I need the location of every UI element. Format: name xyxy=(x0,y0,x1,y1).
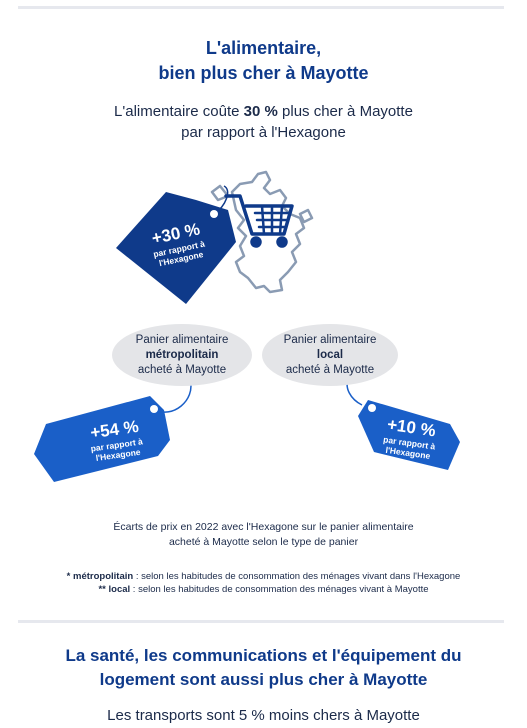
footnote-2-bold: ** local xyxy=(98,584,131,595)
bubble-metropolitan: Panier alimentaire métropolitain acheté … xyxy=(112,324,252,386)
tag-overall-shape xyxy=(116,192,236,304)
section-title: L'alimentaire, bien plus cher à Mayotte xyxy=(0,36,527,86)
footnote-1-bold: * métropolitain xyxy=(66,571,134,582)
tag-metro-shape xyxy=(34,396,170,482)
section2-title: La santé, les communications et l'équipe… xyxy=(0,644,527,692)
footnote-2-text: : selon les habitudes de consommation de… xyxy=(130,584,429,595)
intro-text: L'alimentaire coûte 30 % plus cher à May… xyxy=(0,101,527,143)
bubble-metro-bold: métropolitain xyxy=(145,348,219,361)
footnote-2: ** local : selon les habitudes de consom… xyxy=(98,584,428,595)
intro-highlight: 30 % xyxy=(243,103,278,120)
shopping-cart-icon xyxy=(224,194,294,248)
tag-overall-hole xyxy=(210,210,218,218)
section-title-line1: L'alimentaire, xyxy=(205,38,322,58)
section2-subtitle: Les transports sont 5 % moins chers à Ma… xyxy=(107,707,420,724)
mayotte-map-icon xyxy=(210,170,314,294)
top-divider xyxy=(18,6,504,9)
footnote-1-text: : selon les habitudes de consommation de… xyxy=(133,571,461,582)
bubble-local: Panier alimentaire local acheté à Mayott… xyxy=(262,324,398,386)
tag-metro-hole xyxy=(150,405,158,413)
intro-after: plus cher à Mayotte xyxy=(277,103,413,120)
footnote-1: * métropolitain : selon les habitudes de… xyxy=(67,571,461,582)
bubble-local-line1: Panier alimentaire xyxy=(283,333,377,346)
bubble-metro-line1: Panier alimentaire xyxy=(135,333,229,346)
middle-divider xyxy=(18,620,504,623)
intro-before: L'alimentaire coûte xyxy=(114,103,244,120)
footnotes: * métropolitain : selon les habitudes de… xyxy=(0,570,527,596)
tag-local-shape xyxy=(358,400,460,470)
section2-title-line1: La santé, les communications et l'équipe… xyxy=(65,646,462,665)
caption-line2: acheté à Mayotte selon le type de panier xyxy=(168,536,359,548)
caption-line1: Écarts de prix en 2022 avec l'Hexagone s… xyxy=(113,521,414,533)
bubble-local-line3: acheté à Mayotte xyxy=(285,363,375,376)
tag-local-hole xyxy=(368,404,376,412)
section2-title-line2: logement sont aussi plus cher à Mayotte xyxy=(99,670,428,689)
bubble-metro-line3: acheté à Mayotte xyxy=(137,363,227,376)
intro-line2: par rapport à l'Hexagone xyxy=(181,124,346,141)
section-title-line2: bien plus cher à Mayotte xyxy=(158,63,369,83)
bubble-local-bold: local xyxy=(316,348,344,361)
chart-caption: Écarts de prix en 2022 avec l'Hexagone s… xyxy=(0,520,527,550)
